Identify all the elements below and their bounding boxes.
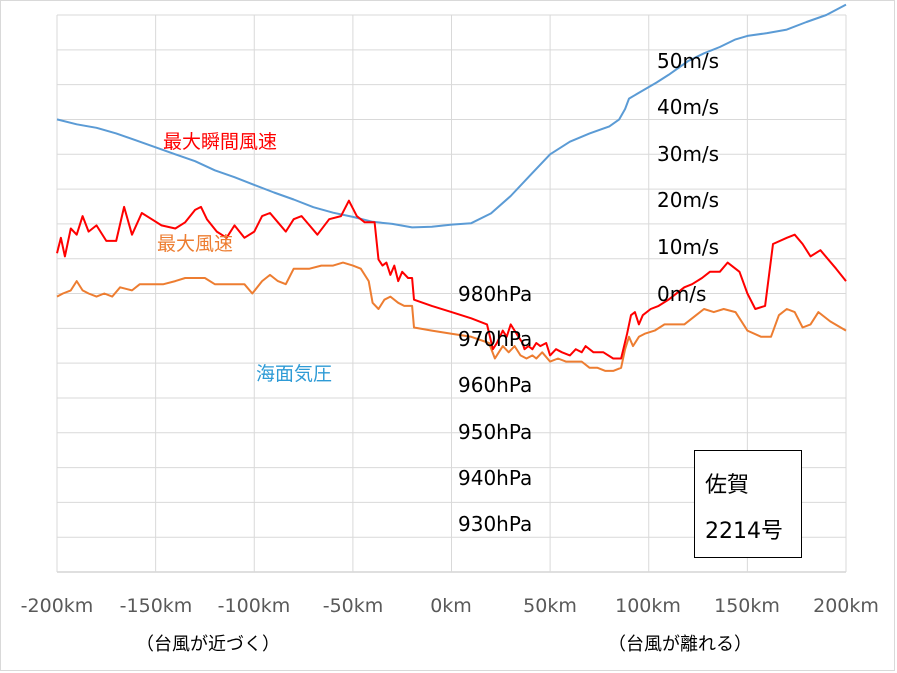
pressure-tick-label: 960hPa [458, 373, 533, 397]
series-label-sea-level-pressure: 海面気圧 [256, 363, 333, 385]
pressure-tick-label: 950hPa [458, 420, 533, 444]
x-tick-label: -50km [322, 595, 384, 617]
station-info-box: 佐賀 2214号 [694, 450, 802, 558]
pressure-tick-label: 930hPa [458, 512, 533, 536]
x-tick-label: -200km [20, 595, 94, 617]
pressure-tick-label: 980hPa [458, 282, 533, 306]
typhoon-number: 2214号 [705, 519, 783, 544]
station-name: 佐賀 [705, 473, 750, 498]
x-tick-label: -100km [217, 595, 291, 617]
wind-tick-label: 30m/s [657, 142, 720, 166]
approach-note: （台風が近づく） [136, 634, 280, 655]
pressure-tick-label: 940hPa [458, 466, 533, 490]
series-layer [56, 3, 847, 372]
x-tick-label: 200km [813, 595, 879, 617]
x-tick-label: 150km [714, 595, 780, 617]
x-tick-label: 100km [615, 595, 681, 617]
series-line-max-gust [56, 199, 847, 360]
leave-note: （台風が離れる） [608, 634, 752, 655]
series-line-max-wind [56, 261, 847, 372]
wind-tick-label: 0m/s [657, 282, 707, 306]
wind-tick-label: 50m/s [657, 49, 720, 73]
x-tick-label: -150km [119, 595, 193, 617]
wind-tick-label: 10m/s [657, 235, 720, 259]
wind-tick-label: 20m/s [657, 188, 720, 212]
series-line-pressure [56, 3, 847, 229]
pressure-tick-label: 970hPa [458, 327, 533, 351]
x-tick-label: 0km [430, 595, 472, 617]
x-tick-label: 50km [523, 595, 577, 617]
series-label-max-gust: 最大瞬間風速 [163, 131, 278, 153]
series-label-max-wind: 最大風速 [157, 233, 234, 255]
wind-tick-label: 40m/s [657, 95, 720, 119]
